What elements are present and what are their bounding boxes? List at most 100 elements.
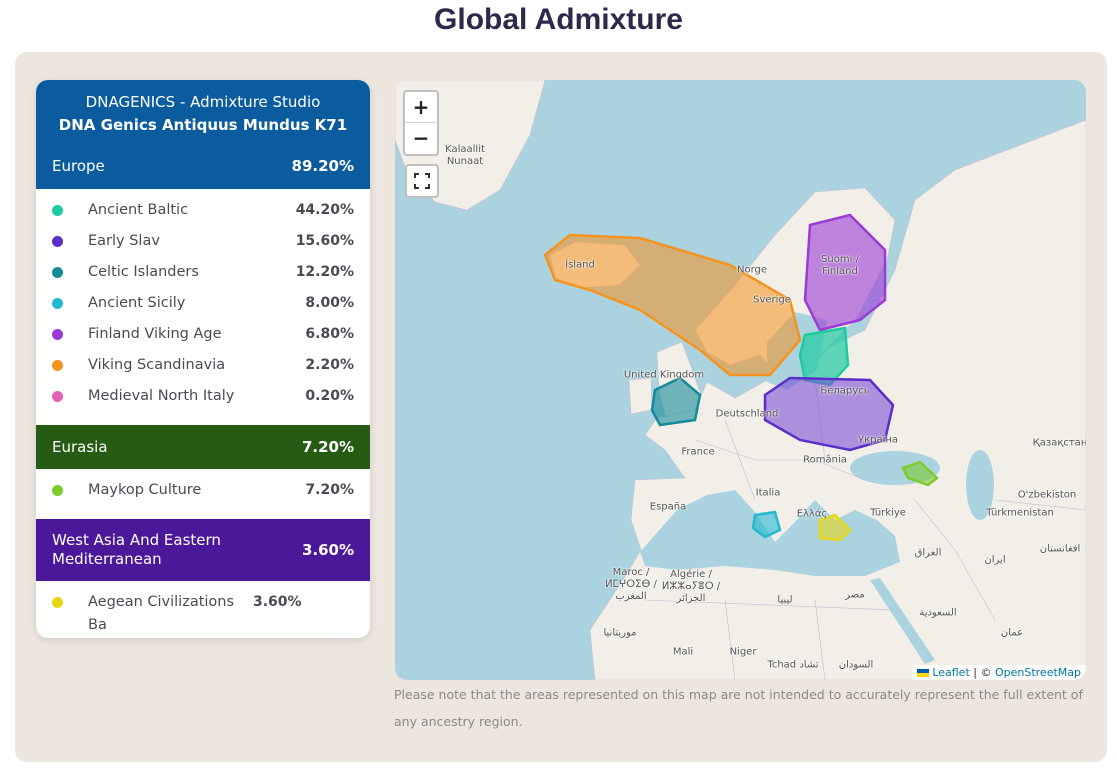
map-label: Türkmenistan <box>986 507 1054 519</box>
ancestry-dot <box>52 329 63 340</box>
panel-header: DNAGENICS - Admixture Studio DNA Genics … <box>36 80 370 143</box>
group-percent: 3.60% <box>301 541 354 559</box>
map-label: السودان <box>838 659 874 671</box>
group-name: Europe <box>52 157 105 175</box>
map-label: Қазақстан <box>1032 437 1086 449</box>
mediterranean <box>640 490 900 576</box>
ancestry-name: Celtic Islanders <box>88 264 199 280</box>
map-label: Mali <box>672 646 694 658</box>
map-canvas <box>395 80 1086 680</box>
ancestry-regions <box>543 213 939 542</box>
osm-link[interactable]: OpenStreetMap <box>994 666 1081 679</box>
ancestry-row: Medieval North Italy 0.20% <box>36 385 370 416</box>
ancestry-dot <box>52 597 63 608</box>
map-label: Sverige <box>753 294 791 306</box>
group-name: Eurasia <box>52 438 108 456</box>
map-label: Niger <box>729 646 757 658</box>
map-label: Ελλάς <box>796 508 828 520</box>
ancestry-dot <box>52 267 63 278</box>
ukraine-flag <box>916 669 929 677</box>
group-header: Eurasia 7.20% <box>36 425 370 469</box>
caspian-sea <box>966 450 994 520</box>
ancestry-dot <box>52 298 63 309</box>
map-label: Україна <box>857 434 899 446</box>
map-label: Suomi / Finland <box>821 254 859 277</box>
zoom-out-button[interactable]: − <box>406 123 436 153</box>
fullscreen-button[interactable] <box>405 164 439 198</box>
map[interactable]: Kalaallit Nunaat Ísland Norge Sverige Su… <box>395 80 1086 680</box>
region-ancient-sicily <box>751 510 782 539</box>
ancestry-dot <box>52 485 63 496</box>
attribution-separator: | © <box>973 666 992 679</box>
map-label: العراق <box>914 547 942 559</box>
map-label: Deutschland <box>715 408 779 420</box>
ancestry-name: Early Slav <box>88 233 160 249</box>
ancestry-name: Viking Scandinavia <box>88 357 226 373</box>
page-title: Global Admixture <box>434 3 683 36</box>
map-label: موريتانيا <box>603 627 637 639</box>
ancestry-row: Celtic Islanders 12.20% <box>36 261 370 292</box>
ancestry-name: Medieval North Italy <box>88 388 235 404</box>
ancestry-row: Ancient Baltic 44.20% <box>36 199 370 230</box>
ancestry-percent: 44.20% <box>295 202 354 218</box>
map-label: Maroc / ⵍⵎⵖⵔⵉⴱ / المغرب <box>605 567 657 602</box>
ancestry-percent: 8.00% <box>305 295 354 311</box>
region-viking-scandinavia <box>543 233 802 377</box>
ancestry-name: Aegean Civilizations Ba <box>88 594 235 633</box>
ancestry-dot <box>52 360 63 371</box>
map-label: افغانستان <box>1039 543 1081 555</box>
ancestry-percent: 3.60% <box>253 594 302 610</box>
map-label: O'zbekiston <box>1017 489 1077 501</box>
fullscreen-icon <box>414 173 430 189</box>
admixture-panel: DNAGENICS - Admixture Studio DNA Genics … <box>36 80 370 638</box>
map-label: España <box>649 501 687 513</box>
red-sea <box>870 578 935 664</box>
map-label: عمان <box>1000 627 1024 639</box>
map-label: France <box>681 446 715 458</box>
flag-top <box>916 669 929 673</box>
map-label: Беларусь <box>820 385 870 397</box>
ireland <box>628 377 653 415</box>
group-header: Europe 89.20% <box>36 143 370 189</box>
ancestry-dot <box>52 236 63 247</box>
ancestry-name: Ancient Sicily <box>88 295 186 311</box>
map-label: مصر <box>845 589 865 601</box>
group-list: Europe 89.20% Ancient Baltic 44.20% Early Sl… <box>36 143 370 637</box>
map-label: Ísland <box>565 259 595 271</box>
ancestry-percent: 7.20% <box>305 482 354 498</box>
group-header: West Asia And Eastern Mediterranean 3.60% <box>36 519 370 581</box>
map-label: Algérie / ⵍⵣⵣⴰⵢⴻⵔ / الجزائر <box>661 569 721 604</box>
flag-bottom <box>916 673 929 677</box>
ancestry-percent: 2.20% <box>305 357 354 373</box>
map-label: Türkiye <box>870 507 906 519</box>
map-label: România <box>803 454 847 466</box>
map-label: United Kingdom <box>623 369 705 381</box>
group-items: Maykop Culture 7.20% <box>36 469 370 519</box>
ancestry-percent: 6.80% <box>305 326 354 342</box>
group-items: Ancient Baltic 44.20% Early Slav 15.60% Celt… <box>36 189 370 425</box>
ancestry-percent: 15.60% <box>295 233 354 249</box>
map-attribution: Leaflet | © OpenStreetMap <box>911 665 1086 680</box>
model-name: DNA Genics Antiquus Mundus K71 <box>58 116 348 134</box>
map-label: Tchad تشاد <box>767 659 819 671</box>
ancestry-percent: 12.20% <box>295 264 354 280</box>
ancestry-name: Maykop Culture <box>88 482 202 498</box>
ancestry-dot <box>52 205 63 216</box>
map-label: ایران <box>984 554 1006 566</box>
group-percent: 7.20% <box>301 438 354 456</box>
ancestry-name: Ancient Baltic <box>88 202 189 218</box>
ancestry-dot <box>52 391 63 402</box>
fullscreen-glyph <box>414 173 430 189</box>
map-label: Kalaallit Nunaat <box>445 144 485 167</box>
map-label: Italia <box>755 487 781 499</box>
ancestry-row: Ancient Sicily 8.00% <box>36 292 370 323</box>
ancestry-name: Finland Viking Age <box>88 326 222 342</box>
leaflet-link[interactable]: Leaflet <box>932 666 970 679</box>
region-maykop <box>901 460 939 487</box>
map-disclaimer: Please note that the areas represented o… <box>394 687 1083 729</box>
region-finland-viking-age <box>803 213 887 332</box>
ancestry-row: Finland Viking Age 6.80% <box>36 323 370 354</box>
ancestry-row: Viking Scandinavia 2.20% <box>36 354 370 385</box>
zoom-in-button[interactable]: + <box>406 92 436 123</box>
